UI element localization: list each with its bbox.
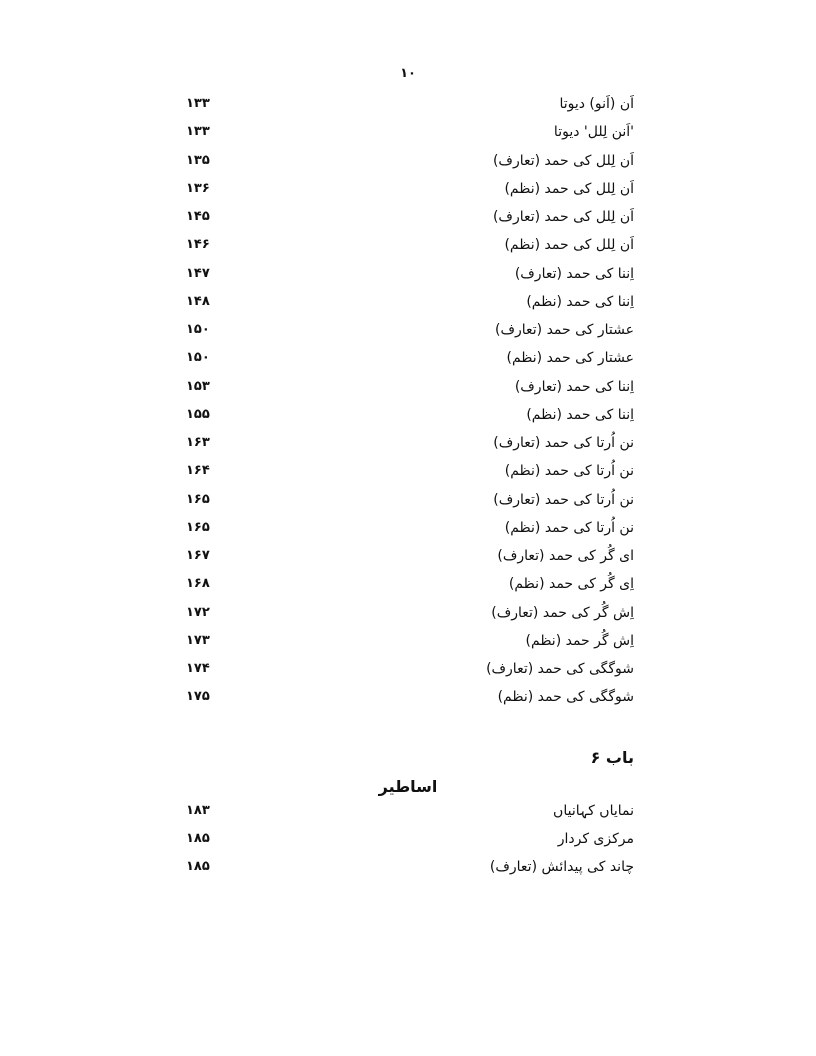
entry-page-number: ۱۷۳ <box>186 632 210 648</box>
toc-entry: مرکزی کردار ۱۸۵ <box>180 831 634 857</box>
toc-entry: اَن لِلل کی حمد (نظم) ۱۳۶ <box>180 181 634 207</box>
toc-entry: نن اُرتا کی حمد (نظم) ۱۶۵ <box>180 520 634 546</box>
entry-title: نن اُرتا کی حمد (تعارف) <box>493 435 634 451</box>
entry-page-number: ۱۷۵ <box>186 689 210 705</box>
entry-page-number: ۱۶۵ <box>186 491 210 507</box>
entry-page-number: ۱۶۳ <box>186 435 210 450</box>
entry-title: اِی گُر کی حمد (نظم) <box>508 576 634 593</box>
entry-page-number: ۱۴۵ <box>186 209 210 224</box>
toc-entry: اِننا کی حمد (نظم) ۱۴۸ <box>180 294 634 320</box>
entry-title: اَن لِلل کی حمد (نظم) <box>504 237 634 254</box>
toc-entry: شوگگی کی حمد (تعارف) ۱۷۴ <box>180 661 634 687</box>
entry-title: اَن (اَنو) دیوتا <box>559 96 634 112</box>
toc-entry: نن اُرتا کی حمد (تعارف) ۱۶۳ <box>180 435 634 461</box>
entry-page-number: ۱۷۴ <box>186 661 210 676</box>
chapter-heading: باب ۶ <box>590 748 634 767</box>
toc-entry: اِی گُر کی حمد (نظم) ۱۶۸ <box>180 576 634 602</box>
entry-title: 'اَنن لِلل' دیوتا <box>553 124 634 141</box>
toc-entry: اِننا کی حمد (تعارف) ۱۴۷ <box>180 266 634 292</box>
entry-page-number: ۱۴۷ <box>186 265 210 281</box>
entry-page-number: ۱۴۸ <box>186 293 210 309</box>
toc-entry: اَن لِلل کی حمد (نظم) ۱۴۶ <box>180 237 634 263</box>
toc-entry: نن اُرتا کی حمد (نظم) ۱۶۴ <box>180 463 634 489</box>
entry-page-number: ۱۵۰ <box>186 350 210 366</box>
entry-page-number: ۱۷۲ <box>186 604 210 620</box>
entry-title: شوگگی کی حمد (تعارف) <box>486 661 634 677</box>
entry-page-number: ۱۶۴ <box>186 463 210 479</box>
toc-entry: اِننا کی حمد (نظم) ۱۵۵ <box>180 407 634 433</box>
entry-page-number: ۱۵۵ <box>186 406 210 422</box>
toc-entry: اَن لِلل کی حمد (تعارف) ۱۳۵ <box>180 153 634 179</box>
toc-entry: اَن لِلل کی حمد (تعارف) ۱۴۵ <box>180 209 634 235</box>
toc-entry: چاند کی پیدائش (تعارف) ۱۸۵ <box>180 859 634 885</box>
entry-page-number: ۱۳۳ <box>186 124 210 140</box>
entry-page-number: ۱۸۳ <box>186 803 210 818</box>
entry-page-number: ۱۳۶ <box>186 180 210 196</box>
entry-title: اَن لِلل کی حمد (تعارف) <box>492 152 634 169</box>
entry-title: نن اُرتا کی حمد (تعارف) <box>493 491 634 508</box>
entry-title: چاند کی پیدائش (تعارف) <box>489 859 634 875</box>
entry-title: اِننا کی حمد (نظم) <box>526 293 634 310</box>
entry-title: نمایاں کہانیاں <box>553 803 634 819</box>
page-number: ۱۰ <box>400 66 416 81</box>
entry-page-number: ۱۳۳ <box>186 96 210 111</box>
entry-title: عشتار کی حمد (نظم) <box>506 350 635 367</box>
entry-title: اَن لِلل کی حمد (نظم) <box>504 180 634 197</box>
toc-entry: اِننا کی حمد (تعارف) ۱۵۳ <box>180 379 634 405</box>
entry-page-number: ۱۴۶ <box>186 237 210 253</box>
entry-title: نن اُرتا کی حمد (نظم) <box>504 463 634 480</box>
toc-entry: شوگگی کی حمد (نظم) ۱۷۵ <box>180 689 634 715</box>
toc-entry: اِش گُر حمد (نظم) ۱۷۳ <box>180 633 634 659</box>
toc-entry: 'اَنن لِلل' دیوتا ۱۳۳ <box>180 124 634 150</box>
toc-entry: ای گُر کی حمد (تعارف) ۱۶۷ <box>180 548 634 574</box>
entry-title: اِننا کی حمد (نظم) <box>526 406 634 423</box>
entry-page-number: ۱۵۰ <box>186 322 210 337</box>
entry-title: اِش گُر حمد (نظم) <box>525 632 634 649</box>
entry-title: اِننا کی حمد (تعارف) <box>514 378 634 395</box>
entry-page-number: ۱۵۳ <box>186 378 210 394</box>
entry-title: شوگگی کی حمد (نظم) <box>497 689 634 706</box>
entry-title: اِننا کی حمد (تعارف) <box>514 265 634 282</box>
section-title: اساطیر <box>378 777 438 796</box>
entry-page-number: ۱۶۵ <box>186 519 210 535</box>
entry-title: عشتار کی حمد (تعارف) <box>495 322 634 338</box>
entry-title: مرکزی کردار <box>557 831 634 847</box>
toc-entry: عشتار کی حمد (تعارف) ۱۵۰ <box>180 322 634 348</box>
toc-entry: عشتار کی حمد (نظم) ۱۵۰ <box>180 350 634 376</box>
entry-title: اِش گُر کی حمد (تعارف) <box>491 604 634 621</box>
entry-page-number: ۱۸۵ <box>186 859 210 874</box>
entry-page-number: ۱۶۸ <box>186 576 210 592</box>
toc-entry: اَن (اَنو) دیوتا ۱۳۳ <box>180 96 634 122</box>
entry-page-number: ۱۶۷ <box>186 548 210 563</box>
entry-title: اَن لِلل کی حمد (تعارف) <box>492 209 634 225</box>
entry-page-number: ۱۸۵ <box>186 831 210 846</box>
entry-page-number: ۱۳۵ <box>186 152 210 168</box>
toc-entry: نمایاں کہانیاں ۱۸۳ <box>180 803 634 829</box>
entry-title: ای گُر کی حمد (تعارف) <box>497 548 634 564</box>
entry-title: نن اُرتا کی حمد (نظم) <box>504 519 634 536</box>
toc-entry: اِش گُر کی حمد (تعارف) ۱۷۲ <box>180 605 634 631</box>
toc-entry: نن اُرتا کی حمد (تعارف) ۱۶۵ <box>180 492 634 518</box>
